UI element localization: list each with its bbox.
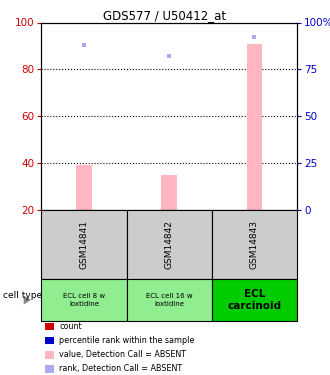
Text: GSM14842: GSM14842	[165, 220, 174, 269]
Text: GSM14843: GSM14843	[250, 220, 259, 269]
Text: cell type: cell type	[3, 291, 43, 300]
Text: ECL
carcinoid: ECL carcinoid	[227, 289, 281, 311]
Text: GSM14841: GSM14841	[80, 220, 88, 269]
Text: rank, Detection Call = ABSENT: rank, Detection Call = ABSENT	[59, 364, 182, 374]
Text: count: count	[59, 322, 82, 331]
Bar	[161, 175, 177, 210]
Bar	[76, 165, 91, 210]
Text: percentile rank within the sample: percentile rank within the sample	[59, 336, 195, 345]
Text: ECL cell 16 w
loxtidine: ECL cell 16 w loxtidine	[146, 294, 192, 306]
Text: GDS577 / U50412_at: GDS577 / U50412_at	[103, 9, 227, 22]
Bar	[247, 44, 262, 210]
Text: ECL cell 8 w
loxtidine: ECL cell 8 w loxtidine	[63, 294, 105, 306]
Text: value, Detection Call = ABSENT: value, Detection Call = ABSENT	[59, 350, 186, 359]
